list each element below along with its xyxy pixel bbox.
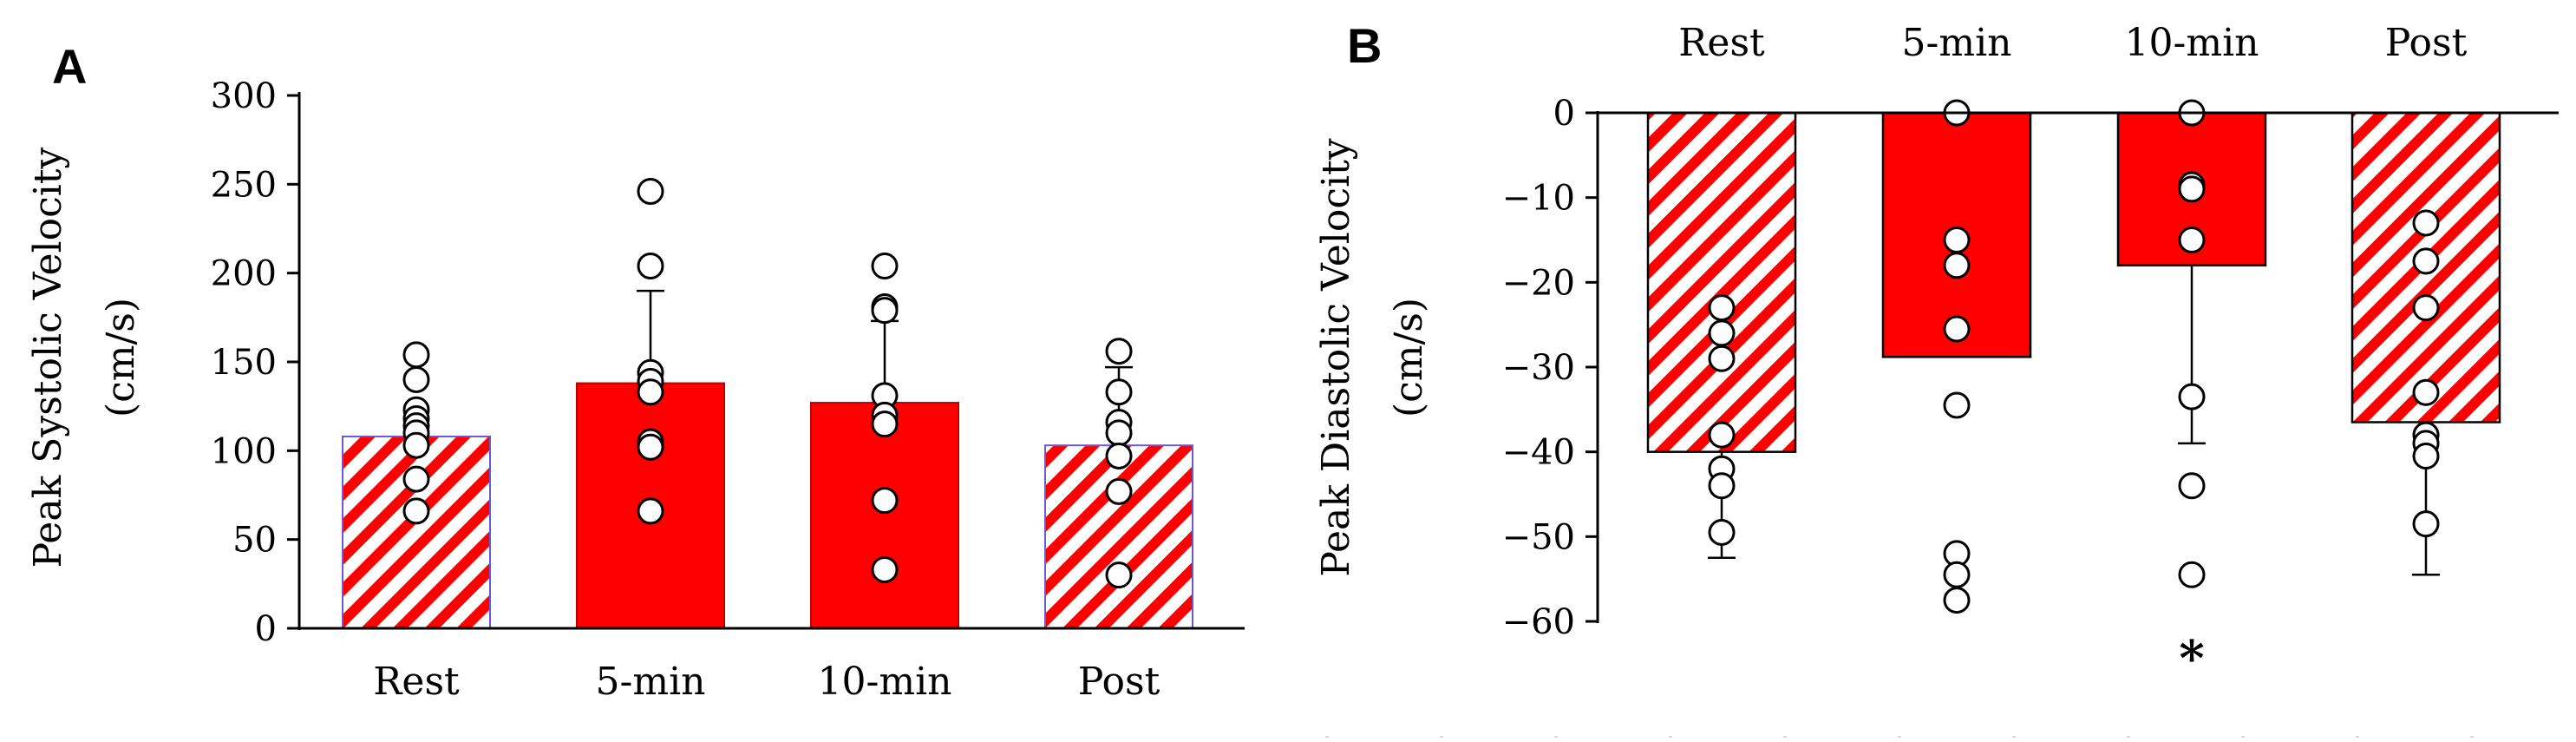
panel-b-data-point — [2412, 294, 2440, 322]
panel-b-category-label: Rest — [1678, 21, 1765, 65]
panel-a-y-tick-label: 250 — [211, 165, 277, 205]
panel-a-data-point — [1105, 338, 1133, 365]
panel-b-y-axis-title: Peak Diastolic Velocity (cm/s) — [1314, 138, 1431, 576]
panel-b-significance-marker: * — [2179, 630, 2204, 687]
panel-b-data-point — [1943, 252, 1971, 279]
panel-b-data-point — [1708, 345, 1736, 372]
panel-a-category-label: Rest — [373, 660, 460, 704]
panel-a-data-point — [1105, 378, 1133, 406]
panel-b: B Peak Diastolic Velocity (cm/s) 0 −10 −20… — [1314, 18, 2559, 738]
panel-b-data-point — [2178, 561, 2206, 588]
panel-a-category-label: 10-min — [818, 660, 952, 704]
panel-b-data-point — [2178, 472, 2206, 500]
panel-a-data-point — [871, 252, 899, 279]
panel-b-data-point — [1708, 421, 1736, 449]
panel-a-data-point — [402, 497, 430, 525]
panel-a-data-point — [1105, 419, 1133, 447]
panel-b-y-tick-label: −60 — [1502, 602, 1575, 642]
panel-b-data-point — [2412, 510, 2440, 538]
panel-b-data-point — [1943, 561, 1971, 588]
panel-a-category-label: Post — [1078, 660, 1161, 704]
panel-b-y-tick-label: −40 — [1502, 433, 1575, 473]
panel-a: A Peak Systolic Velocity (cm/s) 0 50 100 15… — [26, 39, 1245, 704]
panel-b-data-point — [1943, 391, 1971, 419]
panel-b-data-point — [1708, 472, 1736, 500]
panel-b-category-label: 10-min — [2125, 21, 2259, 65]
panel-a-bar-rest — [342, 435, 491, 629]
panel-a-y-axis-title-line-2: (cm/s) — [99, 298, 143, 417]
panel-a-data-point — [637, 433, 664, 461]
panel-a-y-axis-title: Peak Systolic Velocity (cm/s) — [26, 148, 143, 568]
panel-a-label: A — [52, 39, 87, 94]
panel-b-data-point — [2178, 227, 2206, 253]
panel-a-y-tick-label: 50 — [232, 521, 277, 561]
panel-b-category-label: 5-min — [1902, 21, 2012, 65]
panel-b-y-axis-title-line-1: Peak Diastolic Velocity — [1314, 138, 1358, 576]
panel-b-y-tick-label: 0 — [1553, 94, 1575, 134]
panel-a-y-tick-label: 200 — [211, 254, 277, 294]
panel-a-y-tick-label: 0 — [255, 609, 277, 649]
panel-b-data-point — [1708, 319, 1736, 347]
panel-a-data-point — [637, 178, 664, 206]
panel-b-data-point — [1708, 518, 1736, 546]
panel-a-y-axis-title-line-1: Peak Systolic Velocity — [26, 148, 70, 568]
panel-a-data-point — [1105, 442, 1133, 469]
panel-b-data-point — [2178, 175, 2206, 203]
panel-b-data-point — [2178, 383, 2206, 410]
panel-a-y-tick-label: 300 — [211, 76, 277, 116]
panel-a-data-point — [1105, 477, 1133, 505]
panel-a-y-tick-label: 150 — [211, 343, 277, 383]
panel-b-label: B — [1347, 18, 1382, 73]
panel-a-y-tick-label: 100 — [211, 431, 277, 471]
panel-b-data-point — [1943, 587, 1971, 614]
panel-a-data-point — [637, 378, 664, 406]
panel-a-data-point — [402, 341, 430, 369]
panel-a-category-label: 5-min — [596, 660, 706, 704]
panel-a-data-point — [637, 252, 664, 279]
panel-a-bar-10-min — [810, 402, 959, 629]
panel-b-category-label: Post — [2385, 21, 2468, 65]
panel-a-data-point — [871, 297, 899, 325]
panel-b-y-tick-label: −10 — [1502, 179, 1575, 219]
panel-a-data-point — [871, 410, 899, 438]
panel-a-data-point — [871, 487, 899, 515]
panel-b-y-axis-title-line-2: (cm/s) — [1387, 298, 1431, 417]
panel-a-data-point — [402, 365, 430, 393]
panel-b-data-point — [1708, 294, 1736, 322]
panel-a-data-point — [871, 555, 899, 583]
panel-b-y-tick-label: −20 — [1502, 263, 1575, 303]
panel-b-y-tick-label: −50 — [1502, 517, 1575, 557]
panel-b-data-point — [2412, 443, 2440, 470]
panel-a-bar-post — [1044, 444, 1193, 630]
panel-a-data-point — [402, 431, 430, 459]
panel-b-data-point — [2412, 247, 2440, 275]
panel-b-bar-rest — [1646, 111, 1797, 453]
panel-b-data-point — [1943, 315, 1971, 343]
panel-b-data-point — [1943, 227, 1971, 253]
panel-b-data-point — [2412, 378, 2440, 406]
panel-a-data-point — [1105, 561, 1133, 589]
panel-b-y-tick-label: −30 — [1502, 348, 1575, 388]
panel-b-data-point — [2412, 209, 2440, 237]
panel-a-data-point — [402, 465, 430, 493]
panel-a-data-point — [637, 497, 664, 525]
